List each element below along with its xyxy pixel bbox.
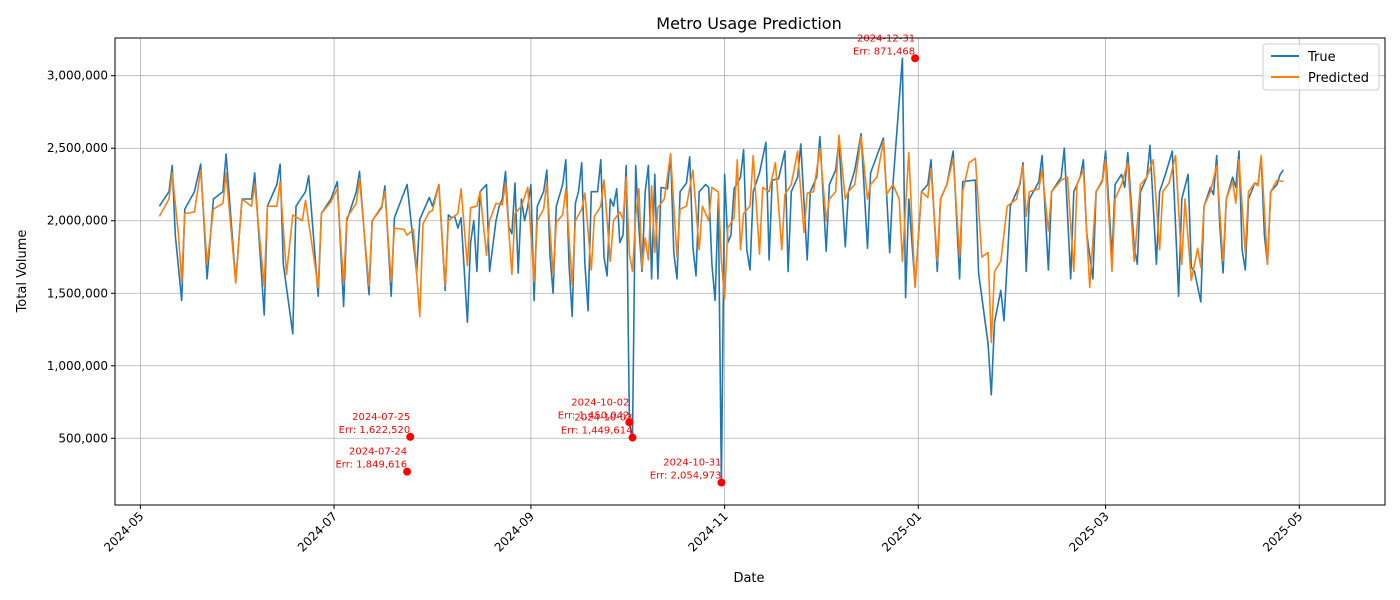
y-tick-label: 2,500,000	[47, 141, 108, 155]
y-axis-ticks: 500,000 1,000,000 1,500,000 2,000,000 2,500,…	[47, 69, 115, 445]
x-axis-label: Date	[733, 571, 764, 586]
series-line-predicted	[158, 134, 1284, 344]
x-tick-label: 2024-11	[685, 509, 730, 554]
error-value-label: Err: 1,449,614	[561, 426, 633, 437]
error-date-label: 2024-10-03	[574, 413, 632, 424]
chart-title: Metro Usage Prediction	[656, 14, 841, 33]
x-tick-label: 2024-05	[101, 509, 146, 554]
error-point	[911, 54, 920, 63]
error-value-label: Err: 1,450,042	[558, 410, 630, 421]
error-date-label: 2024-10-02	[571, 397, 629, 408]
error-point	[717, 478, 726, 487]
y-tick-label: 3,000,000	[47, 69, 108, 83]
error-date-label: 2024-07-25	[352, 412, 410, 423]
x-tick-label: 2025-05	[1260, 509, 1305, 554]
legend: True Predicted	[1262, 43, 1380, 91]
x-tick-label: 2024-07	[295, 509, 340, 554]
x-axis-ticks: 2024-05 2024-07 2024-09 2024-11 2025-01 2025-…	[101, 505, 1305, 555]
error-value-label: Err: 1,622,520	[339, 425, 411, 436]
y-tick-label: 2,000,000	[47, 214, 108, 228]
error-point	[403, 467, 412, 476]
error-point	[406, 432, 415, 441]
y-tick-label: 500,000	[58, 431, 108, 445]
error-date-label: 2024-07-24	[349, 447, 407, 458]
error-markers: 2024-07-24 Err: 1,849,616 2024-07-25 Err: 1…	[335, 33, 920, 487]
error-date-label: 2024-10-31	[663, 458, 721, 469]
x-tick-label: 2025-03	[1066, 509, 1111, 554]
error-value-label: Err: 2,054,973	[650, 471, 722, 482]
grid	[115, 38, 1385, 505]
x-tick-label: 2024-09	[492, 509, 537, 554]
legend-label-true: True	[1307, 50, 1336, 65]
y-tick-label: 1,000,000	[47, 359, 108, 373]
error-date-label: 2024-12-31	[857, 33, 915, 44]
error-point	[625, 418, 634, 427]
error-value-label: Err: 1,849,616	[335, 460, 407, 471]
x-tick-label: 2025-01	[879, 509, 924, 554]
y-tick-label: 1,500,000	[47, 286, 108, 300]
series-lines	[158, 57, 1285, 484]
error-value-label: Err: 871,468	[853, 46, 915, 57]
y-axis-label: Total Volume	[15, 230, 30, 314]
error-point	[628, 433, 637, 442]
legend-label-predicted: Predicted	[1308, 71, 1369, 86]
plot-frame	[114, 37, 1386, 506]
